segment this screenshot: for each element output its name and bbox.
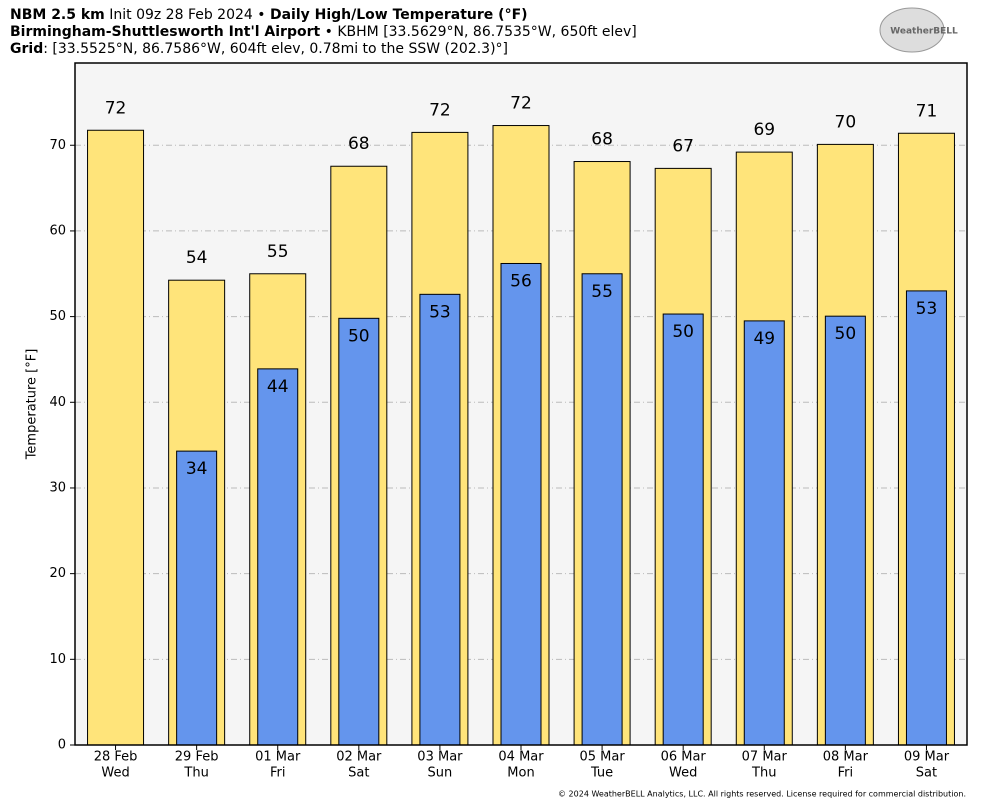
x-tick-label: 06 Mar	[661, 750, 707, 765]
x-tick-label: 28 Feb	[94, 750, 138, 765]
bar	[581, 273, 623, 746]
y-tick-label: 40	[49, 395, 66, 410]
value-label: 71	[916, 101, 938, 121]
header-segment: Init 09z 28 Feb 2024 •	[105, 7, 270, 23]
header-segment: • KBHM [33.5629°N, 86.7535°W, 650ft elev…	[320, 24, 637, 40]
value-label: 49	[753, 329, 775, 349]
value-label: 55	[267, 242, 289, 262]
logo-mark	[879, 7, 945, 53]
bar	[176, 450, 218, 746]
x-tick-label: 29 Feb	[175, 750, 219, 765]
value-label: 44	[267, 377, 289, 397]
value-label: 34	[186, 459, 208, 479]
y-axis-label: Temperature [°F]	[25, 349, 40, 461]
header-segment: Daily High/Low Temperature (°F)	[270, 7, 528, 23]
value-label: 68	[591, 130, 613, 150]
value-label: 72	[105, 98, 127, 118]
y-tick-label: 60	[49, 223, 66, 238]
y-tick-label: 50	[49, 309, 66, 324]
x-tick-label: Thu	[183, 766, 208, 781]
bar	[257, 368, 299, 746]
footer: © 2024 WeatherBELL Analytics, LLC. All r…	[558, 790, 966, 799]
header-line: Birmingham-Shuttlesworth Int'l Airport •…	[10, 24, 637, 40]
x-tick-label: 04 Mar	[498, 750, 544, 765]
value-label: 50	[835, 324, 857, 344]
bar	[338, 317, 380, 746]
x-tick-label: 05 Mar	[579, 750, 625, 765]
value-label: 72	[510, 94, 532, 114]
x-tick-label: 02 Mar	[336, 750, 382, 765]
x-tick-label: Sun	[428, 766, 453, 781]
bar	[662, 313, 704, 746]
bar	[743, 320, 785, 746]
bar	[419, 293, 461, 746]
value-label: 68	[348, 134, 370, 154]
value-label: 72	[429, 100, 451, 120]
x-tick-label: Sat	[916, 766, 937, 781]
value-label: 69	[753, 120, 775, 140]
value-label: 53	[429, 302, 451, 322]
x-tick-label: Fri	[270, 766, 286, 781]
y-tick-label: 70	[49, 138, 66, 153]
bar	[500, 262, 542, 746]
value-label: 50	[348, 326, 370, 346]
header-segment: : [33.5525°N, 86.7586°W, 604ft elev, 0.7…	[43, 41, 508, 57]
bar	[824, 315, 866, 746]
x-tick-label: Tue	[590, 766, 613, 781]
x-tick-label: Thu	[751, 766, 776, 781]
y-tick-label: 20	[49, 566, 66, 581]
x-tick-label: 07 Mar	[742, 750, 788, 765]
value-label: 55	[591, 282, 613, 302]
y-tick-label: 30	[49, 480, 66, 495]
plot-frame	[74, 62, 968, 746]
value-label: 67	[672, 136, 694, 156]
bar	[87, 129, 145, 746]
header-line: Grid: [33.5525°N, 86.7586°W, 604ft elev,…	[10, 41, 508, 57]
value-label: 50	[672, 322, 694, 342]
x-tick-label: Sat	[348, 766, 369, 781]
header-line: NBM 2.5 km Init 09z 28 Feb 2024 • Daily …	[10, 7, 528, 23]
x-tick-label: 03 Mar	[417, 750, 463, 765]
x-tick-label: Mon	[507, 766, 534, 781]
x-tick-label: Wed	[101, 766, 129, 781]
x-tick-label: 09 Mar	[904, 750, 950, 765]
bar	[905, 290, 947, 746]
x-tick-label: 08 Mar	[823, 750, 869, 765]
x-tick-label: 01 Mar	[255, 750, 301, 765]
value-label: 54	[186, 248, 208, 268]
x-tick-label: Wed	[669, 766, 697, 781]
value-label: 70	[835, 112, 857, 132]
header-segment: NBM 2.5 km	[10, 7, 105, 23]
header-segment: Birmingham-Shuttlesworth Int'l Airport	[10, 24, 320, 40]
value-label: 53	[916, 299, 938, 319]
x-tick-label: Fri	[838, 766, 854, 781]
header-segment: Grid	[10, 41, 43, 57]
logo-text: WeatherBELL	[890, 27, 958, 37]
y-tick-label: 10	[49, 652, 66, 667]
y-tick-label: 0	[58, 738, 66, 753]
value-label: 56	[510, 271, 532, 291]
